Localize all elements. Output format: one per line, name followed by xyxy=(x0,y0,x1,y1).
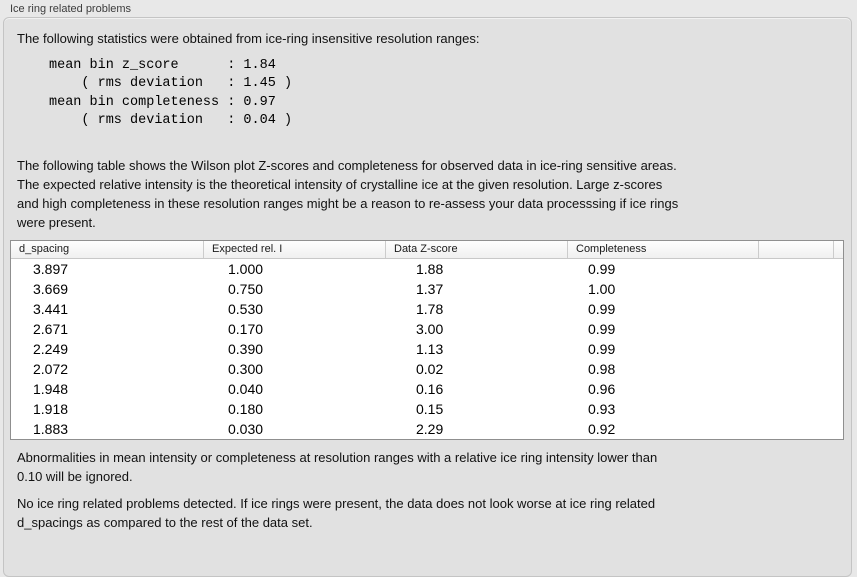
table-cell: 0.040 xyxy=(228,381,264,397)
table-cell: 3.00 xyxy=(416,321,444,337)
table-cell: 0.170 xyxy=(228,321,264,337)
panel-title: Ice ring related problems xyxy=(10,3,132,15)
table-cell: 0.98 xyxy=(588,361,616,377)
table-cell: 1.918 xyxy=(33,401,69,417)
ignore-note: Abnormalities in mean intensity or compl… xyxy=(17,448,657,486)
table-cell: 0.180 xyxy=(228,401,264,417)
table-cell: 1.37 xyxy=(416,281,444,297)
stats-line: ( rms deviation : 1.45 ) xyxy=(49,76,293,92)
table-cell: 0.16 xyxy=(416,381,444,397)
ice-ring-groupbox: The following statistics were obtained f… xyxy=(3,17,852,577)
description-line: were present. xyxy=(17,215,96,230)
table-cell: 2.671 xyxy=(33,321,69,337)
table-cell: 0.92 xyxy=(588,421,616,437)
stats-block: mean bin z_score : 1.84 ( rms deviation … xyxy=(49,57,292,130)
column-header-data-z-score[interactable]: Data Z-score xyxy=(386,241,568,258)
table-cell: 2.29 xyxy=(416,421,444,437)
stats-line: mean bin z_score : 1.84 xyxy=(49,58,276,73)
table-cell: 1.00 xyxy=(588,281,616,297)
note-line: 0.10 will be ignored. xyxy=(17,469,133,484)
column-header-d-spacing[interactable]: d_spacing xyxy=(11,241,204,258)
table-row[interactable]: 2.072 0.300 0.02 0.98 xyxy=(11,359,843,379)
conclusion-line: No ice ring related problems detected. I… xyxy=(17,496,656,511)
column-header-expected-rel-i[interactable]: Expected rel. I xyxy=(204,241,386,258)
table-row[interactable]: 2.671 0.170 3.00 0.99 xyxy=(11,319,843,339)
table-cell: 0.99 xyxy=(588,341,616,357)
table-row[interactable]: 3.897 1.000 1.88 0.99 xyxy=(11,259,843,279)
table-cell: 1.000 xyxy=(228,261,264,277)
table-cell: 0.02 xyxy=(416,361,444,377)
table-cell: 1.78 xyxy=(416,301,444,317)
table-row[interactable]: 3.441 0.530 1.78 0.99 xyxy=(11,299,843,319)
stats-line: ( rms deviation : 0.04 ) xyxy=(49,112,293,128)
intro-text: The following statistics were obtained f… xyxy=(17,31,480,46)
table-row[interactable]: 1.948 0.040 0.16 0.96 xyxy=(11,379,843,399)
table-row[interactable]: 2.249 0.390 1.13 0.99 xyxy=(11,339,843,359)
table-header: d_spacing Expected rel. I Data Z-score Comp… xyxy=(11,241,843,259)
table-cell: 0.300 xyxy=(228,361,264,377)
table-cell: 0.750 xyxy=(228,281,264,297)
table-cell: 0.96 xyxy=(588,381,616,397)
table-row[interactable]: 1.883 0.030 2.29 0.92 xyxy=(11,419,843,439)
table-cell: 0.030 xyxy=(228,421,264,437)
table-cell: 1.13 xyxy=(416,341,444,357)
table-cell: 2.249 xyxy=(33,341,69,357)
table-cell: 0.99 xyxy=(588,301,616,317)
conclusion-line: d_spacings as compared to the rest of th… xyxy=(17,515,313,530)
column-header-empty[interactable] xyxy=(759,241,834,258)
stats-line: mean bin completeness : 0.97 xyxy=(49,94,276,110)
table-description: The following table shows the Wilson plo… xyxy=(17,156,678,232)
description-line: and high completeness in these resolutio… xyxy=(17,196,679,211)
table-cell: 1.88 xyxy=(416,261,444,277)
table-cell: 0.99 xyxy=(588,321,616,337)
table-row[interactable]: 1.918 0.180 0.15 0.93 xyxy=(11,399,843,419)
ice-ring-table: d_spacing Expected rel. I Data Z-score Comp… xyxy=(10,240,844,440)
table-cell: 0.15 xyxy=(416,401,444,417)
description-line: The expected relative intensity is the t… xyxy=(17,177,663,192)
table-row[interactable]: 3.669 0.750 1.37 1.00 xyxy=(11,279,843,299)
column-header-completeness[interactable]: Completeness xyxy=(568,241,759,258)
table-cell: 3.669 xyxy=(33,281,69,297)
table-cell: 0.390 xyxy=(228,341,264,357)
table-cell: 3.897 xyxy=(33,261,69,277)
conclusion-note: No ice ring related problems detected. I… xyxy=(17,494,655,532)
table-cell: 0.530 xyxy=(228,301,264,317)
note-line: Abnormalities in mean intensity or compl… xyxy=(17,450,658,465)
table-cell: 0.93 xyxy=(588,401,616,417)
table-cell: 1.883 xyxy=(33,421,69,437)
table-body: 3.897 1.000 1.88 0.99 3.669 0.750 1.37 1.00 3.44… xyxy=(11,259,843,439)
column-header-filler xyxy=(834,241,843,258)
table-cell: 0.99 xyxy=(588,261,616,277)
description-line: The following table shows the Wilson plo… xyxy=(17,158,677,173)
table-cell: 1.948 xyxy=(33,381,69,397)
table-cell: 2.072 xyxy=(33,361,69,377)
table-cell: 3.441 xyxy=(33,301,69,317)
